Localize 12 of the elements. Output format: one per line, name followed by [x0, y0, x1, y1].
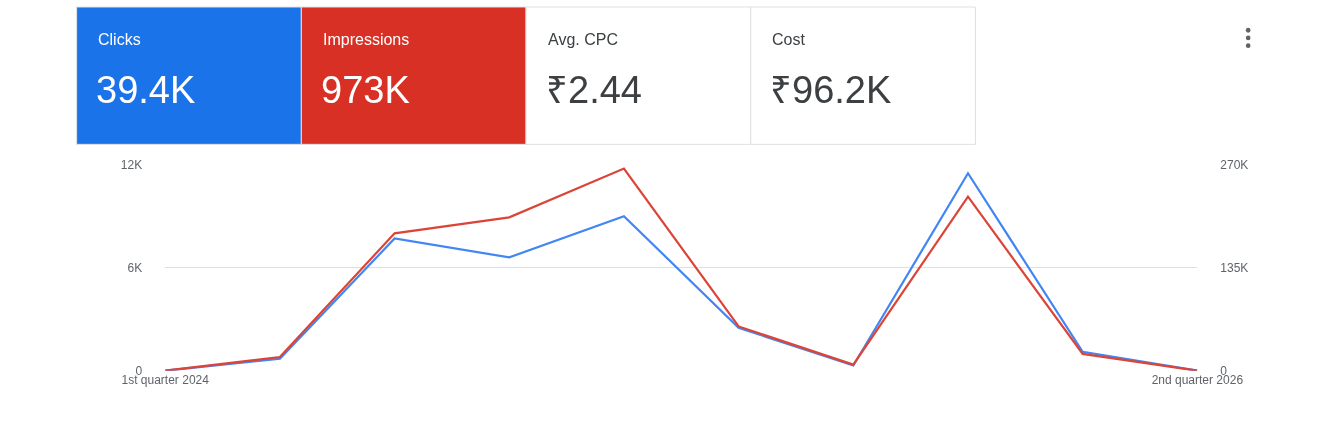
y-tick-label: 12K — [120, 157, 143, 172]
y-tick-label: 6K — [127, 260, 143, 275]
text: 973K — [321, 69, 410, 111]
category-label: Clicks — [98, 31, 141, 48]
y2-tick-label: 270K — [1220, 157, 1249, 172]
category-label: Impressions — [323, 31, 410, 48]
y2-tick-label: 135K — [1220, 260, 1249, 275]
text: ₹96.2K — [770, 69, 892, 111]
text: ₹2.44 — [546, 69, 642, 111]
category-label: Avg. CPC — [548, 31, 618, 48]
text: 39.4K — [96, 69, 196, 111]
category-label: Cost — [772, 31, 806, 48]
